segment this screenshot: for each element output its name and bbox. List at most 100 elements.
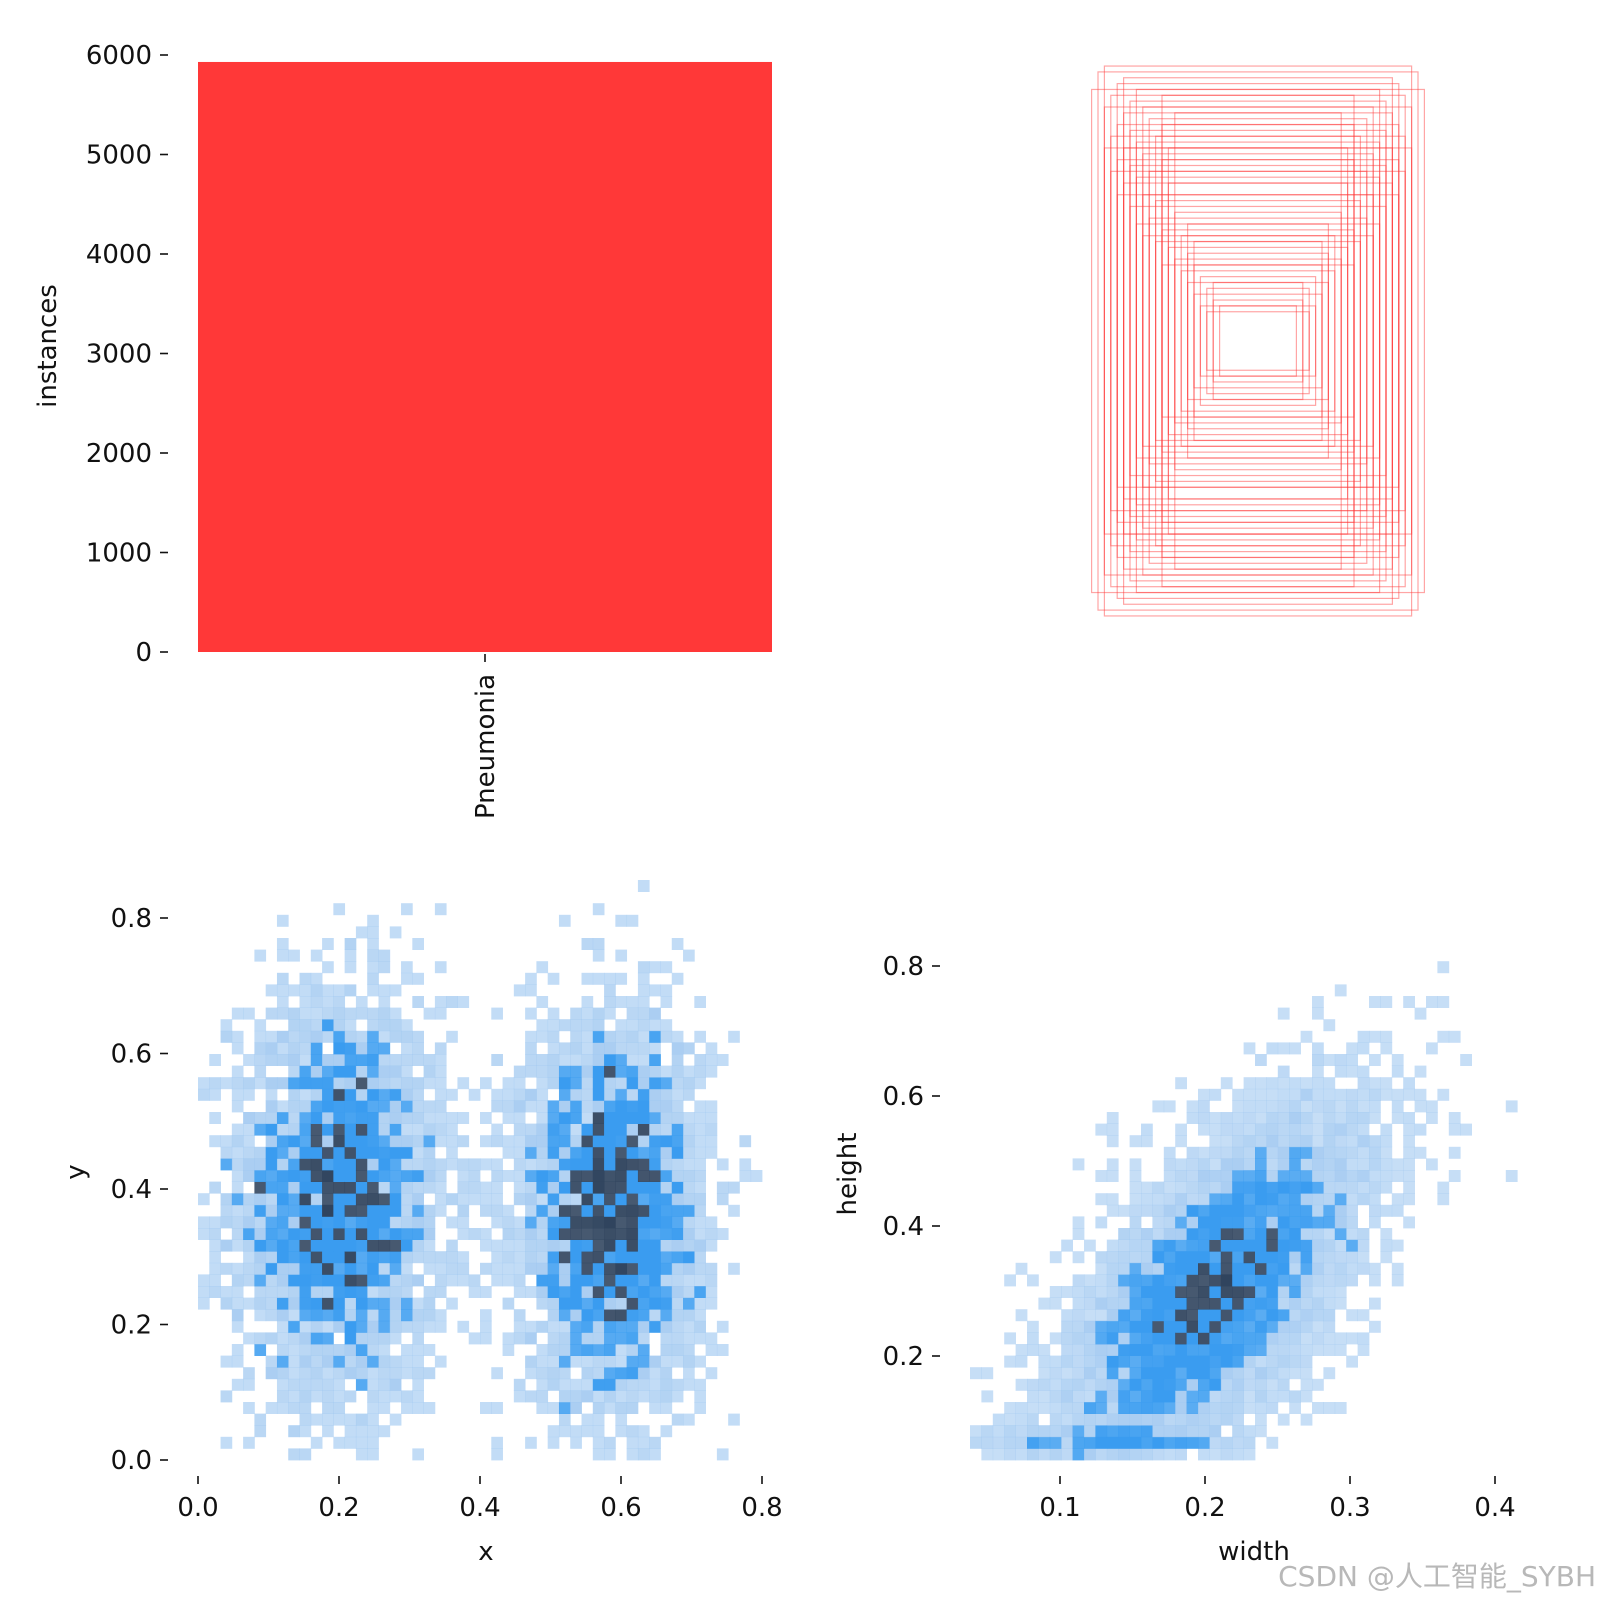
histogram-cell xyxy=(1175,1077,1187,1090)
histogram-cell xyxy=(1403,1088,1415,1101)
histogram-cell xyxy=(1106,1378,1119,1391)
label-box xyxy=(1129,129,1387,553)
label-box xyxy=(1097,71,1419,611)
label-box xyxy=(1218,305,1297,377)
histogram-cell xyxy=(434,1007,447,1020)
histogram-cell xyxy=(981,1425,994,1438)
histogram-cell xyxy=(1266,1320,1279,1333)
histogram-cell xyxy=(220,1390,233,1403)
histogram-cell xyxy=(1300,1112,1313,1124)
histogram-cell xyxy=(502,1216,515,1229)
histogram-cell xyxy=(570,1378,582,1391)
histogram-cell xyxy=(412,1239,424,1252)
histogram-cell xyxy=(547,1030,560,1043)
histogram-cell xyxy=(231,1204,244,1217)
histogram-cell xyxy=(1118,1425,1130,1438)
histogram-cell xyxy=(1175,1297,1187,1310)
histogram-cell xyxy=(1106,1204,1119,1217)
histogram-cell xyxy=(671,938,684,950)
histogram-cell xyxy=(355,1077,368,1090)
histogram-cell xyxy=(581,1320,594,1333)
histogram-cell xyxy=(401,1030,413,1043)
histogram-cell xyxy=(299,1088,312,1101)
histogram-cell xyxy=(1209,1286,1222,1298)
histogram-cell xyxy=(671,1355,684,1368)
histogram-cell xyxy=(310,1019,323,1032)
histogram-cell xyxy=(367,961,379,974)
histogram-cell xyxy=(480,1112,492,1124)
histogram-cell xyxy=(333,1402,346,1414)
histogram-cell xyxy=(1152,1448,1165,1461)
histogram-cell xyxy=(615,914,628,927)
histogram-cell xyxy=(423,1251,436,1264)
histogram-cell xyxy=(502,1170,515,1182)
xy-2d-histogram: 0.00.20.40.60.8 0.0 0.2 0.4 0.6 0.8 x y xyxy=(61,880,783,1567)
histogram-cell xyxy=(231,1216,244,1229)
histogram-cell xyxy=(671,1088,684,1101)
label-box xyxy=(1122,147,1393,535)
histogram-cell xyxy=(322,1297,334,1310)
histogram-cell xyxy=(604,1286,616,1298)
histogram-cell xyxy=(547,1425,560,1438)
histogram-cell xyxy=(1175,1344,1187,1356)
histogram-cell xyxy=(581,1344,594,1356)
histogram-cell xyxy=(1118,1367,1130,1380)
histogram-cell xyxy=(1072,1436,1085,1449)
histogram-cell xyxy=(1220,1146,1233,1159)
histogram-cell xyxy=(1072,1425,1085,1438)
histogram-cell xyxy=(1334,1262,1347,1275)
histogram-cell xyxy=(570,1309,582,1322)
histogram-cell xyxy=(412,1216,424,1229)
histogram-cell xyxy=(254,1204,267,1217)
histogram-cell xyxy=(626,1297,639,1310)
histogram-cell xyxy=(649,1135,661,1148)
histogram-cell xyxy=(288,1077,300,1090)
histogram-cell xyxy=(536,996,549,1008)
histogram-cell xyxy=(299,1100,312,1113)
histogram-cell xyxy=(1289,1216,1301,1229)
histogram-cell xyxy=(1175,1436,1187,1449)
histogram-cell xyxy=(322,996,334,1008)
y-tick-label: 0.6 xyxy=(111,1040,152,1070)
histogram-cell xyxy=(1403,1077,1415,1090)
histogram-cell xyxy=(649,1030,661,1043)
histogram-cell xyxy=(231,1355,244,1368)
label-box xyxy=(1167,147,1349,535)
histogram-cell xyxy=(1152,1378,1165,1391)
histogram-cell xyxy=(231,1274,244,1287)
histogram-cell xyxy=(1426,1042,1438,1055)
histogram-cell xyxy=(243,1135,255,1148)
y-tick-label: 0.6 xyxy=(883,1082,924,1112)
histogram-cell xyxy=(649,1146,661,1159)
histogram-cell xyxy=(547,1367,560,1380)
histogram-cell xyxy=(231,1065,244,1078)
y-tick-label: 0.0 xyxy=(111,1446,152,1476)
histogram-cell xyxy=(468,1228,481,1240)
histogram-cell xyxy=(378,1239,391,1252)
histogram-cell xyxy=(536,1112,549,1124)
histogram-cell xyxy=(1277,1344,1290,1356)
histogram-cell xyxy=(446,1123,458,1136)
histogram-cell xyxy=(536,1228,549,1240)
histogram-cell xyxy=(1175,1378,1187,1391)
histogram-cell xyxy=(423,1181,436,1194)
histogram-cell xyxy=(1277,1181,1290,1194)
histogram-cell xyxy=(615,1367,628,1380)
histogram-cell xyxy=(265,1204,278,1217)
y-tick-label: 0.2 xyxy=(883,1342,924,1372)
histogram-cell xyxy=(322,1344,334,1356)
histogram-cell xyxy=(333,1344,346,1356)
histogram-cell xyxy=(1209,1297,1222,1310)
histogram-cell xyxy=(1152,1320,1165,1333)
histogram-cell xyxy=(254,949,267,962)
histogram-cell xyxy=(558,1135,571,1148)
histogram-cell xyxy=(276,1042,289,1055)
histogram-cell xyxy=(525,984,537,997)
histogram-cell xyxy=(1198,1204,1210,1217)
histogram-cell xyxy=(705,1146,718,1159)
histogram-cell xyxy=(1209,1367,1222,1380)
histogram-cell xyxy=(254,1112,267,1124)
histogram-cell xyxy=(547,1181,560,1194)
histogram-cell xyxy=(1243,1228,1256,1240)
histogram-cell xyxy=(581,1286,594,1298)
